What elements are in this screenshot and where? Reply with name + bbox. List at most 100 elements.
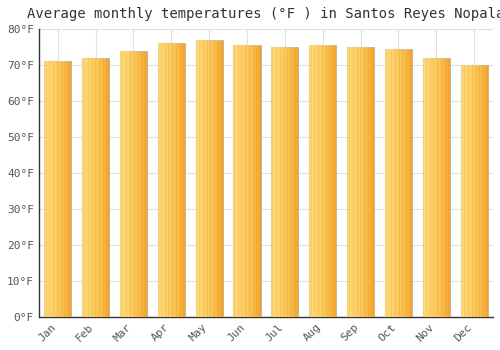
Bar xyxy=(66,62,68,317)
Bar xyxy=(201,40,202,317)
Bar xyxy=(281,47,282,317)
Bar xyxy=(314,45,316,317)
Bar xyxy=(350,47,351,317)
Bar xyxy=(385,49,412,317)
Bar xyxy=(481,65,482,317)
Bar xyxy=(52,62,54,317)
Bar xyxy=(466,65,468,317)
Bar xyxy=(385,49,386,317)
Bar xyxy=(206,40,208,317)
Bar xyxy=(64,62,66,317)
Bar xyxy=(236,45,238,317)
Bar xyxy=(276,47,278,317)
Bar xyxy=(82,58,109,317)
Bar xyxy=(309,45,310,317)
Bar xyxy=(176,43,178,317)
Bar xyxy=(166,43,167,317)
Bar xyxy=(401,49,402,317)
Bar xyxy=(88,58,89,317)
Bar xyxy=(97,58,98,317)
Bar xyxy=(140,51,141,317)
Bar xyxy=(89,58,90,317)
Bar xyxy=(184,43,185,317)
Bar xyxy=(477,65,478,317)
Bar xyxy=(136,51,138,317)
Bar xyxy=(134,51,135,317)
Bar xyxy=(309,45,336,317)
Bar xyxy=(485,65,486,317)
Bar xyxy=(158,43,159,317)
Bar xyxy=(48,62,50,317)
Bar xyxy=(322,45,324,317)
Bar xyxy=(480,65,481,317)
Bar xyxy=(220,40,222,317)
Bar xyxy=(440,58,442,317)
Bar xyxy=(240,45,242,317)
Bar xyxy=(182,43,184,317)
Bar xyxy=(473,65,474,317)
Bar xyxy=(250,45,251,317)
Bar xyxy=(422,58,424,317)
Bar xyxy=(478,65,480,317)
Bar xyxy=(359,47,360,317)
Bar xyxy=(368,47,370,317)
Bar xyxy=(293,47,294,317)
Bar xyxy=(234,45,236,317)
Bar xyxy=(172,43,174,317)
Bar xyxy=(472,65,473,317)
Bar xyxy=(159,43,160,317)
Bar xyxy=(285,47,286,317)
Bar xyxy=(198,40,200,317)
Bar xyxy=(284,47,285,317)
Bar xyxy=(128,51,130,317)
Bar xyxy=(447,58,448,317)
Bar xyxy=(200,40,201,317)
Bar xyxy=(106,58,108,317)
Bar xyxy=(242,45,243,317)
Bar xyxy=(355,47,356,317)
Bar xyxy=(238,45,239,317)
Bar xyxy=(347,47,374,317)
Bar xyxy=(464,65,466,317)
Bar xyxy=(47,62,48,317)
Bar xyxy=(209,40,210,317)
Bar xyxy=(330,45,331,317)
Bar xyxy=(216,40,218,317)
Bar xyxy=(256,45,258,317)
Bar xyxy=(58,62,59,317)
Bar xyxy=(126,51,128,317)
Bar xyxy=(422,58,450,317)
Bar xyxy=(288,47,289,317)
Bar xyxy=(296,47,297,317)
Bar xyxy=(358,47,359,317)
Bar xyxy=(124,51,126,317)
Bar xyxy=(397,49,398,317)
Bar xyxy=(59,62,60,317)
Bar xyxy=(144,51,146,317)
Bar xyxy=(408,49,410,317)
Bar xyxy=(446,58,447,317)
Bar xyxy=(468,65,470,317)
Bar xyxy=(436,58,438,317)
Bar xyxy=(258,45,260,317)
Bar xyxy=(292,47,293,317)
Bar xyxy=(122,51,124,317)
Bar xyxy=(297,47,298,317)
Bar xyxy=(213,40,214,317)
Bar xyxy=(62,62,63,317)
Bar xyxy=(218,40,220,317)
Bar xyxy=(286,47,288,317)
Bar xyxy=(138,51,139,317)
Bar xyxy=(354,47,355,317)
Bar xyxy=(56,62,58,317)
Bar xyxy=(196,40,197,317)
Bar xyxy=(244,45,246,317)
Bar xyxy=(163,43,164,317)
Bar xyxy=(93,58,94,317)
Bar xyxy=(347,47,348,317)
Bar xyxy=(396,49,397,317)
Bar xyxy=(460,65,488,317)
Bar xyxy=(405,49,406,317)
Bar xyxy=(313,45,314,317)
Bar xyxy=(435,58,436,317)
